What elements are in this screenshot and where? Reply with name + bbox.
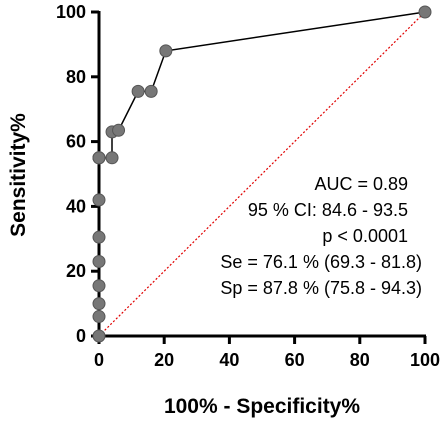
roc-data-point: [112, 123, 126, 137]
y-tick-label: 100: [56, 2, 86, 22]
x-tick-label: 20: [154, 350, 174, 370]
y-tick-label: 20: [66, 261, 86, 281]
roc-data-point: [92, 230, 106, 244]
roc-data-point: [92, 297, 106, 311]
x-tick-label: 80: [350, 350, 370, 370]
roc-data-point: [418, 5, 432, 19]
roc-data-point: [144, 84, 158, 98]
annotation-p-value: p < 0.0001: [322, 226, 408, 246]
roc-data-point: [92, 151, 106, 165]
x-tick-label: 60: [285, 350, 305, 370]
roc-data-point: [92, 279, 106, 293]
x-axis-title: 100% - Specificity%: [164, 395, 360, 418]
annotation-block: AUC = 0.89 95 % CI: 84.6 - 93.5 p < 0.00…: [220, 174, 422, 298]
y-tick-label: 60: [66, 132, 86, 152]
roc-data-point: [105, 151, 119, 165]
x-tick-label: 40: [219, 350, 239, 370]
x-tick-label: 100: [410, 350, 440, 370]
annotation-auc: AUC = 0.89: [314, 174, 408, 194]
roc-data-point: [131, 84, 145, 98]
roc-data-point: [92, 193, 106, 207]
roc-data-point: [92, 310, 106, 324]
annotation-sensitivity: Se = 76.1 % (69.3 - 81.8): [220, 252, 422, 272]
reference-line-layer: [98, 11, 426, 337]
roc-data-point: [159, 44, 173, 58]
y-axis-title: Sensitivity%: [7, 113, 30, 237]
reference-diagonal-line: [98, 11, 426, 337]
roc-series: [92, 5, 432, 343]
y-tick-label: 80: [66, 67, 86, 87]
roc-data-point: [92, 329, 106, 343]
annotation-ci: 95 % CI: 84.6 - 93.5: [248, 200, 408, 220]
x-tick-label: 0: [94, 350, 104, 370]
annotation-specificity: Sp = 87.8 % (75.8 - 94.3): [220, 278, 422, 298]
roc-data-point: [92, 254, 106, 268]
y-tick-label: 0: [76, 326, 86, 346]
tick-labels: 0 20 40 60 80 100 0 20 40 60 80 100: [56, 2, 440, 370]
y-tick-label: 40: [66, 196, 86, 216]
